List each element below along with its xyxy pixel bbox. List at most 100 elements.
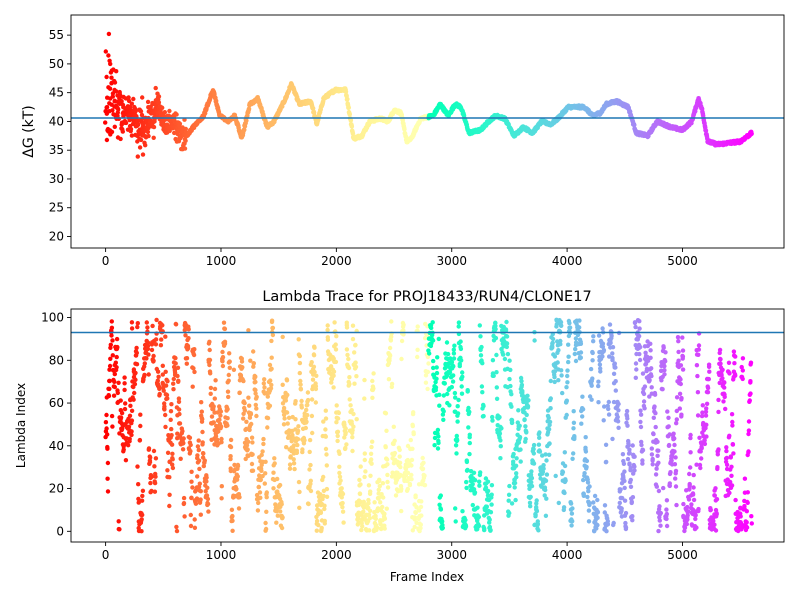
lambda-point — [477, 323, 482, 328]
lambda-point — [656, 488, 662, 494]
lambda-point — [731, 451, 736, 456]
lambda-point — [228, 444, 234, 450]
lambda-point — [418, 522, 423, 527]
lambda-point — [724, 448, 729, 454]
lambda-point — [269, 318, 275, 323]
lambda-point — [686, 497, 692, 502]
lambda-point — [122, 387, 127, 393]
lambda-point — [228, 468, 233, 474]
lambda-point — [470, 482, 475, 487]
lambda-point — [712, 522, 717, 527]
lambda-point — [354, 374, 359, 379]
lambda-point — [398, 464, 403, 470]
lambda-point — [261, 381, 266, 386]
lambda-point — [271, 486, 276, 491]
lambda-point — [453, 395, 458, 400]
lambda-point — [189, 469, 194, 474]
lambda-point — [637, 326, 642, 331]
lambda-point — [218, 409, 224, 414]
lambda-point — [653, 411, 658, 416]
lambda-point — [250, 468, 256, 473]
delta-g-point — [109, 75, 114, 80]
lambda-point — [732, 361, 737, 366]
lambda-point — [617, 500, 622, 506]
lambda-point — [451, 373, 456, 378]
lambda-point — [441, 409, 446, 414]
lambda-point — [279, 525, 285, 531]
lambda-point — [693, 516, 698, 522]
lambda-point — [376, 487, 381, 492]
lambda-point — [430, 338, 436, 343]
lambda-point — [216, 429, 221, 434]
lambda-point — [165, 468, 170, 473]
delta-g-point — [172, 130, 177, 136]
lambda-point — [489, 502, 494, 507]
lambda-point — [230, 528, 235, 533]
lambda-point — [253, 374, 258, 379]
lambda-point — [633, 324, 638, 330]
delta-g-point — [241, 127, 247, 132]
lambda-point — [466, 425, 471, 430]
lambda-point — [145, 325, 150, 330]
lambda-point — [106, 393, 112, 399]
lambda-point — [253, 402, 258, 408]
lambda-point — [627, 461, 632, 466]
lambda-point — [654, 484, 659, 489]
lambda-chart-title: Lambda Trace for PROJ18433/RUN4/CLONE17 — [262, 289, 591, 305]
lambda-point — [705, 390, 711, 395]
lambda-point — [281, 405, 287, 411]
lambda-point — [433, 387, 438, 393]
lambda-point — [691, 497, 697, 503]
lambda-point — [748, 391, 753, 396]
lambda-point — [714, 512, 719, 517]
lambda-point — [262, 481, 267, 486]
lambda-x-axis-label: Frame Index — [390, 570, 464, 584]
lambda-point — [347, 381, 352, 387]
lambda-point — [225, 389, 231, 394]
lambda-point — [552, 354, 558, 359]
lambda-point — [588, 366, 594, 372]
lambda-point — [340, 500, 345, 506]
lambda-point — [508, 383, 513, 389]
lambda-point — [105, 489, 111, 494]
lambda-point — [454, 433, 459, 439]
lambda-point — [626, 443, 631, 448]
lambda-point — [547, 452, 552, 457]
lambda-point — [488, 527, 493, 533]
lambda-point — [600, 341, 606, 346]
lambda-point — [680, 335, 685, 340]
lambda-point — [648, 348, 653, 353]
lambda-point — [441, 417, 446, 422]
lambda-point — [188, 512, 193, 518]
lambda-point — [481, 403, 486, 409]
lambda-point — [528, 494, 533, 500]
lambda-point — [699, 456, 704, 461]
lambda-point — [605, 522, 611, 527]
lambda-point — [196, 447, 201, 453]
lambda-point — [490, 418, 495, 423]
lambda-point — [412, 524, 417, 530]
lambda-point — [131, 397, 136, 402]
lambda-point — [694, 462, 699, 467]
lambda-point — [296, 479, 302, 485]
delta-g-point — [749, 131, 754, 137]
lambda-point — [688, 450, 693, 455]
lambda-point — [517, 434, 523, 440]
lambda-point — [369, 444, 374, 450]
lambda-point — [746, 428, 752, 433]
lambda-point — [559, 323, 564, 328]
lambda-point — [186, 346, 191, 351]
lambda-point — [228, 437, 234, 443]
lambda-point — [597, 362, 603, 367]
lambda-point — [109, 319, 115, 324]
lambda-point — [524, 412, 529, 418]
lambda-point — [571, 451, 576, 456]
lambda-point — [541, 463, 546, 468]
lambda-point — [389, 381, 395, 387]
lambda-point — [652, 404, 657, 409]
lambda-point — [284, 377, 289, 382]
lambda-point — [226, 372, 231, 378]
lambda-point — [640, 458, 645, 463]
lambda-point — [449, 359, 455, 365]
lambda-point — [649, 373, 654, 379]
